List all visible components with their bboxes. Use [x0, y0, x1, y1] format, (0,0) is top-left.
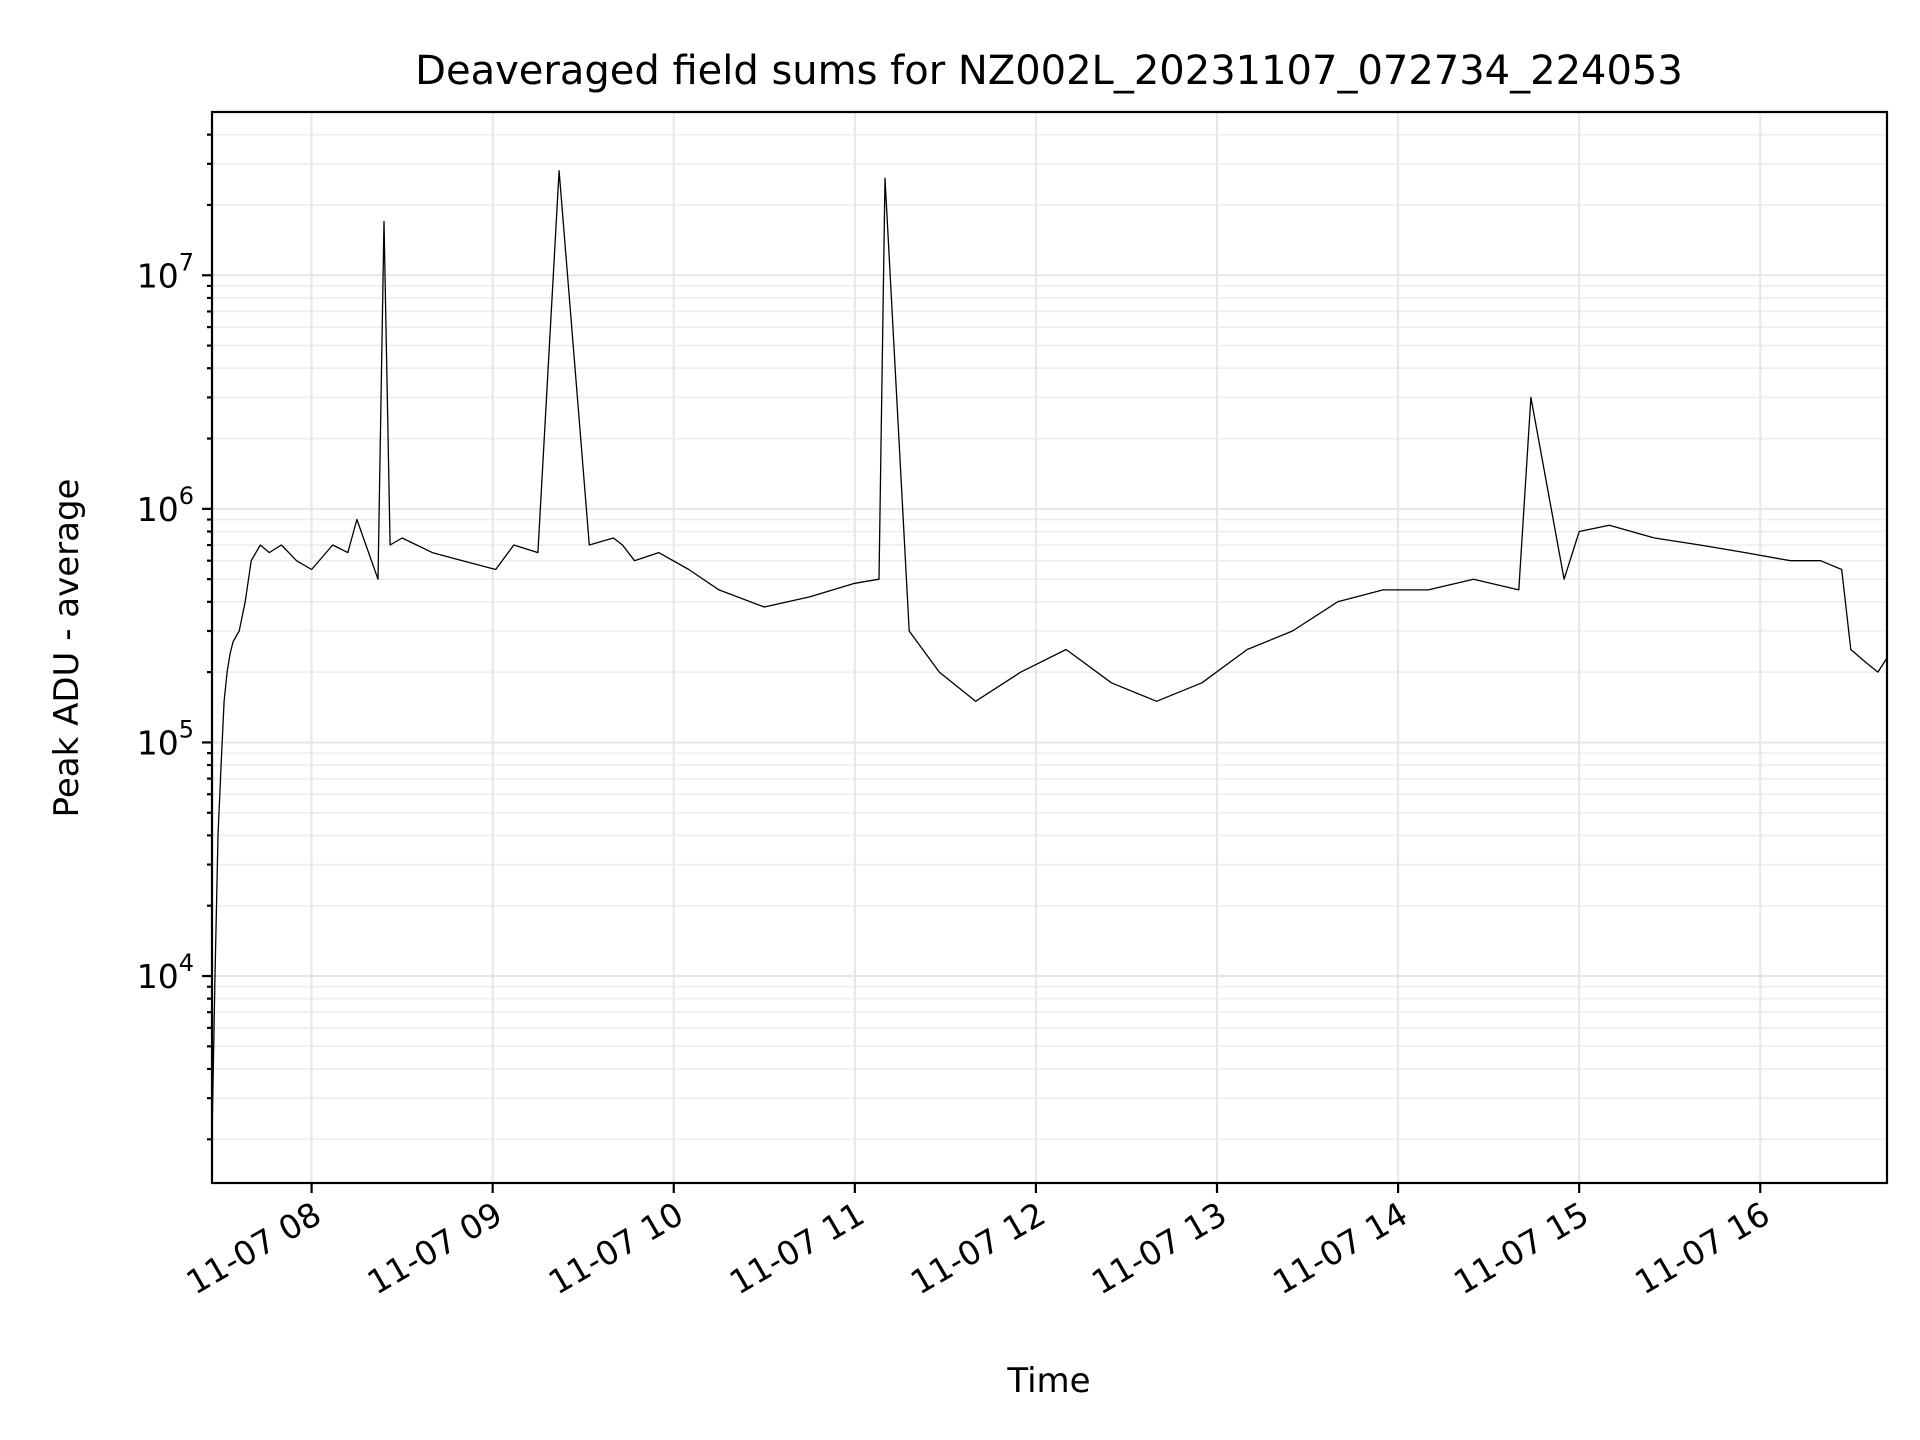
- x-tick-label: 11-07 16: [1628, 1194, 1776, 1302]
- y-tick-label: 104: [137, 949, 194, 996]
- y-axis-label: Peak ADU - average: [47, 479, 87, 818]
- chart-title: Deaveraged field sums for NZ002L_2023110…: [415, 48, 1683, 94]
- x-tick-label: 11-07 15: [1447, 1194, 1595, 1302]
- series-line: [211, 170, 1888, 1140]
- x-tick-label: 11-07 14: [1266, 1194, 1414, 1302]
- y-tick-label: 105: [137, 715, 194, 762]
- x-tick-label: 11-07 08: [180, 1194, 328, 1302]
- x-tick-label: 11-07 10: [542, 1194, 690, 1302]
- x-tick-label: 11-07 11: [723, 1194, 871, 1302]
- x-tick-label: 11-07 12: [904, 1194, 1052, 1302]
- x-tick-label: 11-07 13: [1085, 1194, 1233, 1302]
- x-axis-label: Time: [1006, 1361, 1090, 1401]
- y-tick-label: 106: [137, 482, 194, 529]
- series-layer: [211, 170, 1888, 1140]
- grid: [212, 112, 1887, 1183]
- plot-frame: [210, 110, 1889, 1185]
- y-tick-label: 107: [137, 248, 194, 295]
- x-tick-label: 11-07 09: [361, 1194, 509, 1302]
